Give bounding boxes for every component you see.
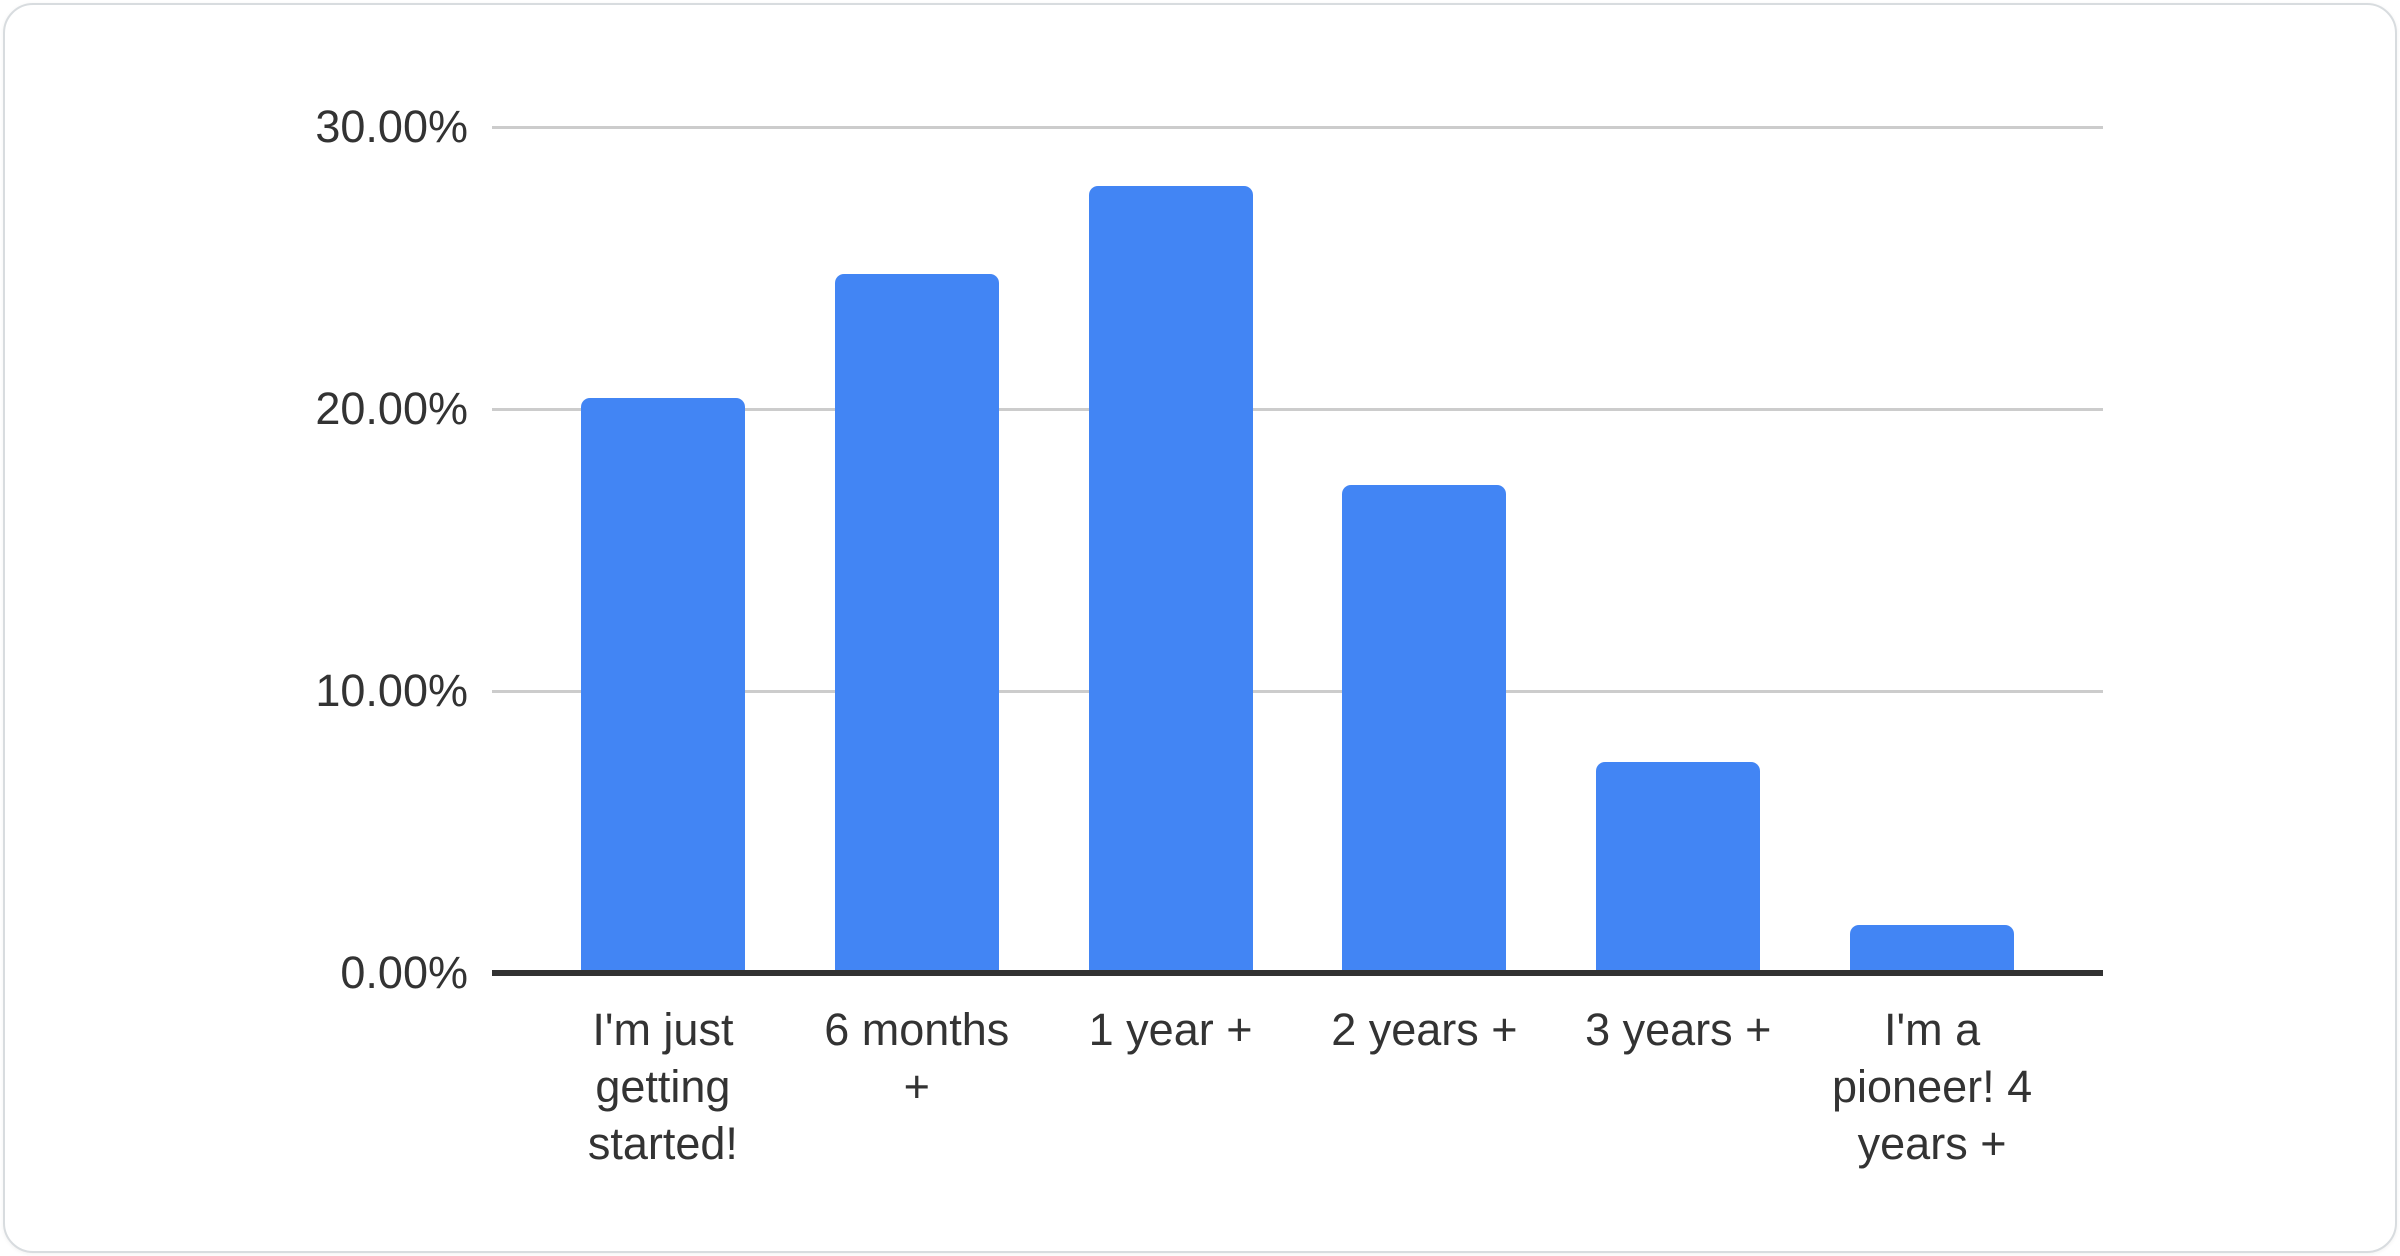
x-axis-label-i-m-just-getting-started: I'm just getting started! (587, 1004, 738, 1169)
gridline-30-00 (492, 125, 2103, 129)
gridline-20-00 (492, 407, 2103, 411)
x-axis-label-6-months: 6 months + (824, 1004, 1010, 1112)
y-axis-tick-30-00: 30.00% (315, 101, 468, 152)
chart-card: 0.00% 10.00% 20.00% 30.00% I'm just getting … (3, 3, 2397, 1253)
x-axis-label-1-year: 1 year + (1088, 1004, 1253, 1055)
bar-2-years[interactable] (1342, 485, 1507, 971)
y-axis-tick-20-00: 20.00% (315, 383, 468, 434)
x-axis-label-2-years: 2 years + (1331, 1004, 1518, 1055)
bar-6-months[interactable] (834, 273, 999, 971)
gridline-10-00 (492, 689, 2103, 693)
bar-3-years[interactable] (1596, 761, 1761, 971)
y-axis-tick-0-00: 0.00% (340, 947, 468, 998)
x-axis-label-3-years: 3 years + (1585, 1004, 1772, 1055)
bar-i-m-a-pioneer-4-years[interactable] (1850, 925, 2015, 971)
bar-chart-plot-area: 0.00% 10.00% 20.00% 30.00% I'm just getting … (5, 5, 2395, 1251)
bar-1-year[interactable] (1088, 186, 1253, 971)
x-axis-baseline (492, 970, 2103, 976)
y-axis-tick-10-00: 10.00% (315, 665, 468, 716)
x-axis-label-i-m-a-pioneer-4-years: I'm a pioneer! 4 years + (1832, 1004, 2033, 1169)
bar-i-m-just-getting-started[interactable] (580, 397, 745, 971)
